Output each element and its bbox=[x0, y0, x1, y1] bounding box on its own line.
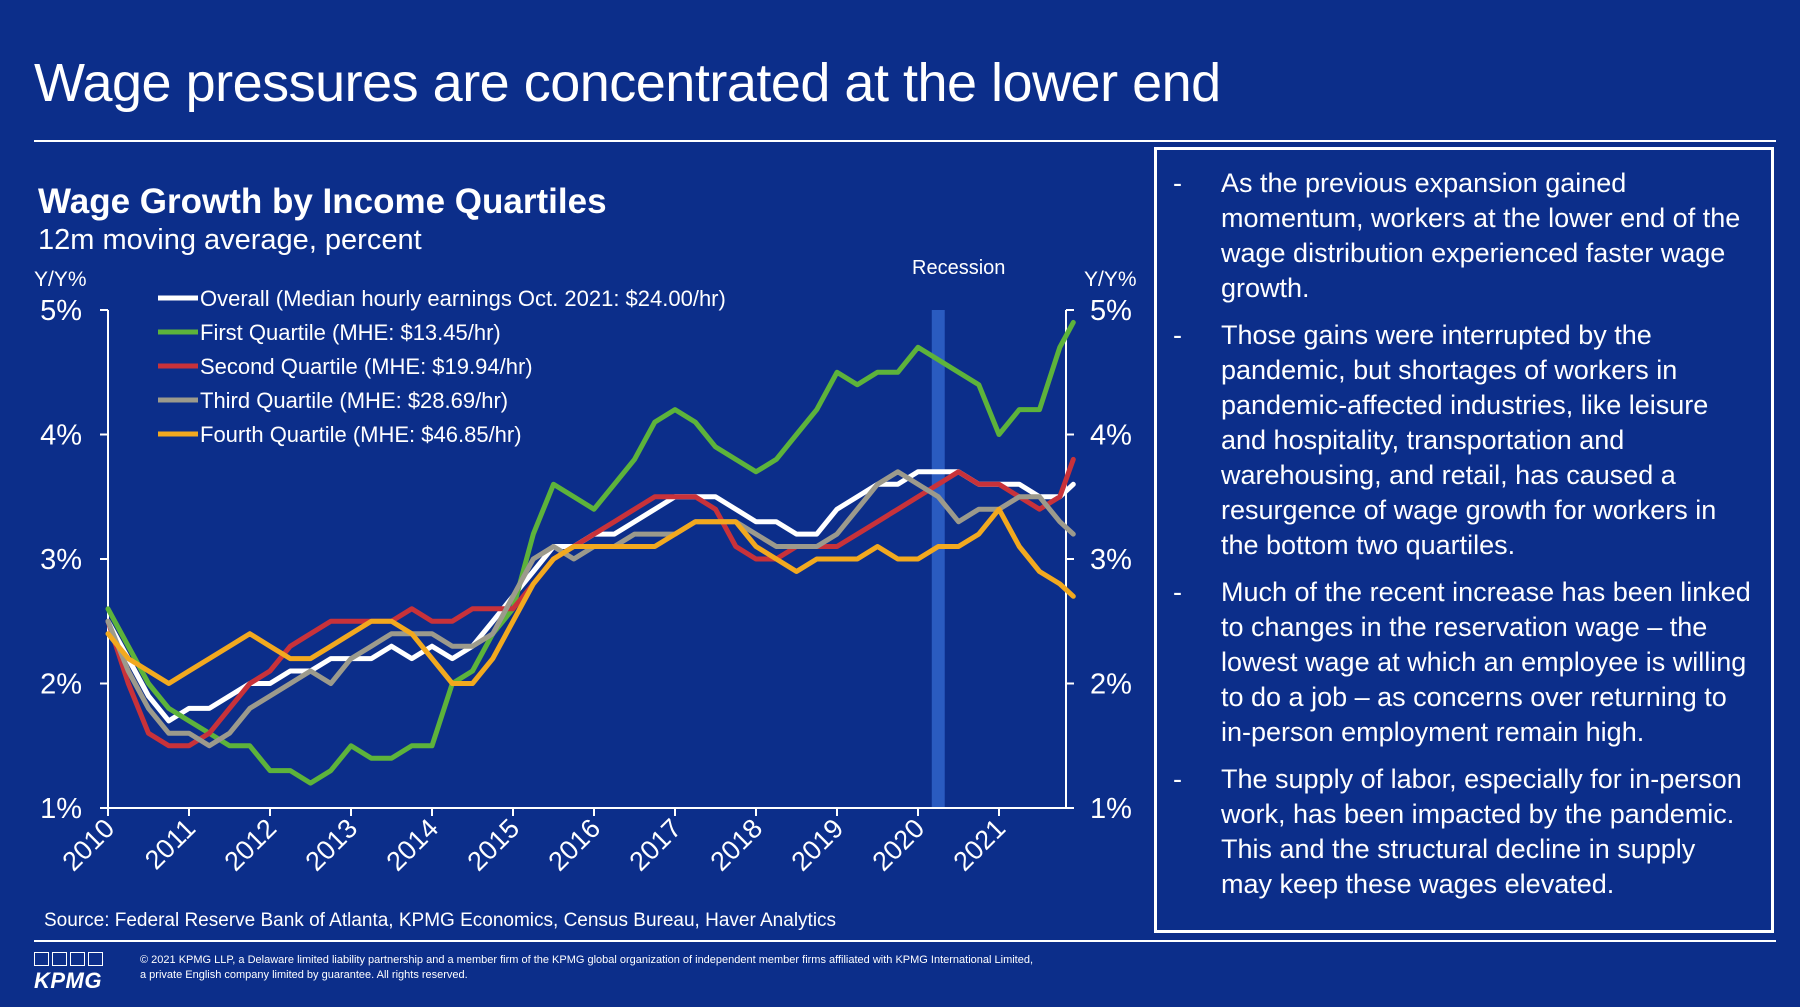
bullet-text: The supply of labor, especially for in-p… bbox=[1221, 764, 1742, 899]
copyright-notice: © 2021 KPMG LLP, a Delaware limited liab… bbox=[140, 954, 1034, 981]
y-tick-label-right: 2% bbox=[1090, 669, 1132, 701]
y-tick-label-right: 1% bbox=[1090, 793, 1132, 825]
bullet-dash: - bbox=[1173, 577, 1182, 607]
y-tick-label: 4% bbox=[40, 420, 82, 452]
bullet-dash: - bbox=[1173, 168, 1182, 198]
x-tick-label: 2015 bbox=[462, 813, 526, 877]
title-divider bbox=[34, 140, 1776, 142]
logo-wordmark: KPMG bbox=[34, 968, 102, 993]
x-tick-label: 2013 bbox=[300, 813, 364, 877]
legend-label: First Quartile (MHE: $13.45/hr) bbox=[200, 320, 501, 345]
legend-label: Overall (Median hourly earnings Oct. 202… bbox=[200, 286, 726, 311]
x-tick-label: 2021 bbox=[948, 813, 1012, 877]
series-line-3 bbox=[105, 456, 1076, 749]
x-tick-label: 2012 bbox=[219, 813, 283, 877]
x-tick-label: 2019 bbox=[786, 813, 850, 877]
x-tick-label: 2018 bbox=[705, 813, 769, 877]
chart-title: Wage Growth by Income Quartiles bbox=[38, 182, 607, 221]
y-tick-label: 3% bbox=[40, 544, 82, 576]
x-tick-label: 2016 bbox=[543, 813, 607, 877]
right-axis-title: Y/Y% bbox=[1084, 268, 1137, 291]
bullet-dash: - bbox=[1173, 764, 1182, 794]
bullet-text: Much of the recent increase has been lin… bbox=[1221, 577, 1751, 747]
footer-divider bbox=[34, 940, 1776, 942]
bullet-dash: - bbox=[1173, 320, 1182, 350]
y-tick-label: 1% bbox=[40, 793, 82, 825]
y-tick-label-right: 5% bbox=[1090, 295, 1132, 327]
page-title: Wage pressures are concentrated at the l… bbox=[34, 53, 1221, 113]
commentary-box: - As the previous expansion gained momen… bbox=[1154, 147, 1774, 933]
bullet-item: - Much of the recent increase has been l… bbox=[1167, 575, 1753, 750]
bullet-text: Those gains were interrupted by the pand… bbox=[1221, 320, 1717, 560]
x-tick-label: 2020 bbox=[867, 813, 931, 877]
y-tick-label: 5% bbox=[40, 295, 82, 327]
line-chart: 1% 1%2% 2%3% 3%4% 4%5% 5%2010 2011 2012 2013 2014… bbox=[40, 286, 1132, 877]
left-axis-title: Y/Y% bbox=[34, 268, 87, 291]
y-tick-label: 2% bbox=[40, 669, 82, 701]
kpmg-logo: KPMG bbox=[34, 952, 110, 996]
logo-boxes-icon bbox=[34, 952, 110, 966]
y-tick-label-right: 3% bbox=[1090, 544, 1132, 576]
bullet-text: As the previous expansion gained momentu… bbox=[1221, 168, 1741, 303]
source-note: Source: Federal Reserve Bank of Atlanta,… bbox=[44, 910, 837, 931]
x-tick-label: 2017 bbox=[624, 813, 688, 877]
legend-label: Third Quartile (MHE: $28.69/hr) bbox=[200, 388, 508, 413]
x-tick-label: 2011 bbox=[139, 813, 201, 875]
series-line-5 bbox=[105, 506, 1076, 686]
x-tick-label: 2014 bbox=[381, 813, 445, 877]
series-line-4 bbox=[105, 469, 1076, 749]
series-line-2 bbox=[105, 319, 1076, 786]
recession-band bbox=[931, 310, 945, 808]
recession-label: Recession bbox=[912, 257, 1006, 279]
legend-label: Second Quartile (MHE: $19.94/hr) bbox=[200, 354, 533, 379]
bullet-item: - The supply of labor, especially for in… bbox=[1167, 762, 1753, 902]
legend-label: Fourth Quartile (MHE: $46.85/hr) bbox=[200, 422, 522, 447]
bullet-item: - As the previous expansion gained momen… bbox=[1167, 166, 1753, 306]
y-tick-label-right: 4% bbox=[1090, 420, 1132, 452]
bullet-item: - Those gains were interrupted by the pa… bbox=[1167, 318, 1753, 563]
chart-subtitle: 12m moving average, percent bbox=[38, 224, 422, 256]
